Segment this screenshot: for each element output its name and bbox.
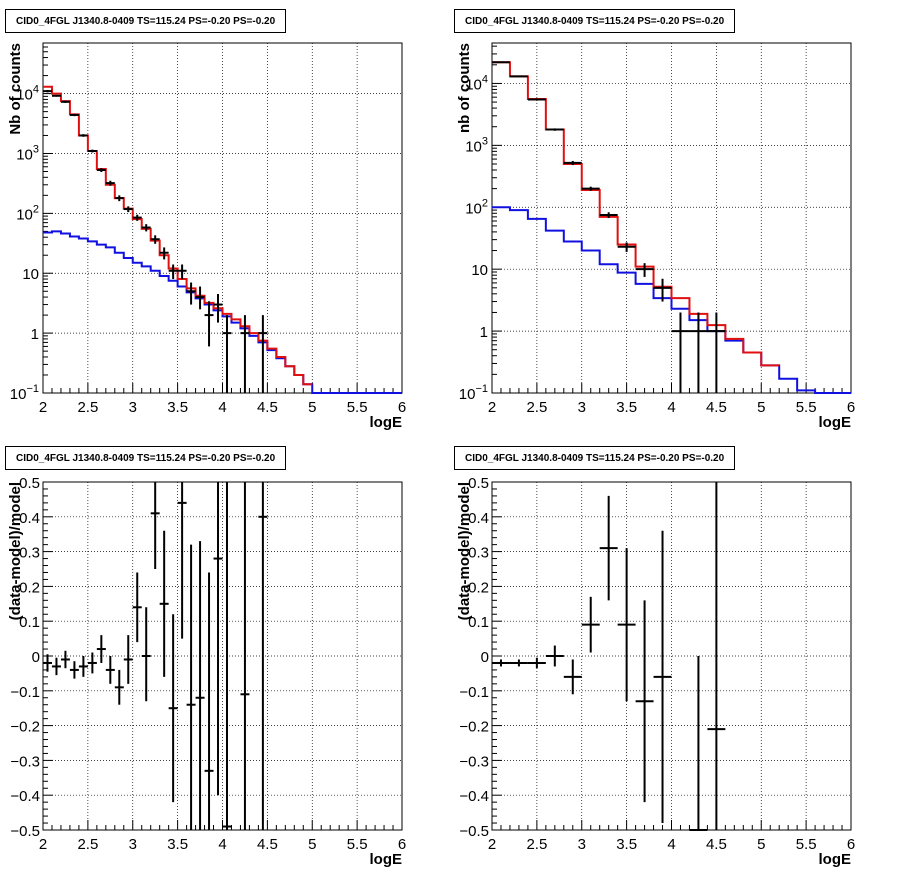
x-tick-label: 4	[667, 399, 675, 416]
y-tick-label: 10	[471, 262, 488, 279]
x-tick-label: 5	[757, 399, 765, 416]
x-tick-label: 5.5	[796, 399, 817, 416]
x-tick-label: 3	[578, 836, 586, 853]
y-tick-label: −0.1	[10, 684, 40, 701]
x-tick-label: 2.5	[526, 399, 547, 416]
y-tick-label: 10−1	[459, 383, 488, 403]
x-tick-label: 5	[308, 836, 316, 853]
x-tick-label: 3	[129, 399, 137, 416]
y-tick-label: −0.2	[10, 719, 40, 736]
x-tick-label: 2	[488, 836, 496, 853]
x-tick-label: 6	[398, 836, 406, 853]
y-tick-label: −0.1	[459, 684, 489, 701]
y-tick-label: 102	[16, 203, 39, 223]
y-tick-label: −0.3	[459, 753, 489, 770]
x-axis-label: logE	[819, 414, 852, 431]
grid	[491, 481, 852, 831]
x-tick-label: 3	[578, 399, 586, 416]
y-tick-label: 102	[465, 197, 488, 217]
x-tick-label: 5	[757, 836, 765, 853]
x-tick-label: 6	[847, 399, 855, 416]
y-tick-label: 0.2	[468, 579, 489, 596]
x-tick-label: 3.5	[167, 836, 188, 853]
series-histogram	[492, 61, 780, 367]
x-tick-label: 4.5	[706, 399, 727, 416]
y-tick-label: 104	[16, 84, 39, 104]
x-tick-label: 2	[39, 836, 47, 853]
y-tick-label: −0.5	[10, 823, 40, 840]
y-tick-label: 0.5	[468, 475, 489, 492]
x-tick-label: 2.5	[77, 399, 98, 416]
y-tick-label: −0.4	[10, 788, 40, 805]
series-histogram	[43, 85, 313, 386]
panel-title: CID0_4FGL J1340.8-0409 TS=115.24 PS=-0.2…	[5, 446, 287, 470]
counts-panel-right: CID0_4FGL J1340.8-0409 TS=115.24 PS=-0.2…	[449, 0, 898, 437]
y-tick-label: −0.5	[459, 823, 489, 840]
panel-title: CID0_4FGL J1340.8-0409 TS=115.24 PS=-0.2…	[454, 9, 736, 33]
x-axis-label: logE	[819, 851, 852, 868]
x-tick-label: 4.5	[706, 836, 727, 853]
y-tick-label: 103	[465, 135, 488, 155]
y-tick-label: 1	[31, 326, 39, 343]
x-tick-label: 4.5	[257, 399, 278, 416]
y-tick-label: −0.4	[459, 788, 489, 805]
panel-title: CID0_4FGL J1340.8-0409 TS=115.24 PS=-0.2…	[5, 9, 287, 33]
x-tick-label: 4.5	[257, 836, 278, 853]
grid	[42, 481, 403, 831]
y-axis-label: (data-model)/model	[7, 482, 24, 620]
x-tick-label: 5.5	[796, 836, 817, 853]
y-tick-label: 104	[465, 73, 488, 93]
y-tick-label: −0.2	[459, 719, 489, 736]
x-tick-label: 2	[39, 399, 47, 416]
x-tick-label: 5.5	[347, 399, 368, 416]
y-tick-label: 0	[32, 649, 40, 666]
y-tick-label: 10	[22, 266, 39, 283]
y-axis-label: Nb of counts	[7, 43, 24, 135]
y-tick-label: 0	[481, 649, 489, 666]
x-tick-label: 4	[218, 836, 226, 853]
x-tick-label: 2.5	[526, 836, 547, 853]
y-tick-label: 0.4	[468, 510, 489, 527]
y-tick-label: −0.3	[10, 753, 40, 770]
x-tick-label: 2	[488, 399, 496, 416]
x-tick-label: 5	[308, 399, 316, 416]
y-axis-label: nb of counts	[456, 43, 473, 133]
grid	[42, 43, 403, 394]
residual-panel-right: CID0_4FGL J1340.8-0409 TS=115.24 PS=-0.2…	[449, 437, 898, 875]
y-tick-label: 103	[16, 143, 39, 163]
panel-title: CID0_4FGL J1340.8-0409 TS=115.24 PS=-0.2…	[454, 446, 736, 470]
y-tick-label: 0.4	[19, 510, 40, 527]
y-tick-label: 0.1	[468, 614, 489, 631]
y-tick-label: 0.2	[19, 579, 40, 596]
x-tick-label: 3.5	[616, 399, 637, 416]
x-tick-label: 3.5	[167, 399, 188, 416]
y-tick-label: 1	[480, 324, 488, 341]
y-tick-label: 0.5	[19, 475, 40, 492]
x-tick-label: 2.5	[77, 836, 98, 853]
counts-panel-left: CID0_4FGL J1340.8-0409 TS=115.24 PS=-0.2…	[0, 0, 449, 437]
x-tick-label: 4	[218, 399, 226, 416]
y-tick-label: 0.1	[19, 614, 40, 631]
x-axis-label: logE	[370, 851, 403, 868]
x-axis-label: logE	[370, 414, 403, 431]
x-tick-label: 5.5	[347, 836, 368, 853]
y-tick-label: 0.3	[468, 545, 489, 562]
y-tick-label: 10−1	[10, 383, 39, 403]
x-tick-label: 6	[847, 836, 855, 853]
y-axis-label: (data-model)/model	[456, 482, 473, 620]
x-tick-label: 3.5	[616, 836, 637, 853]
residual-panel-left: CID0_4FGL J1340.8-0409 TS=115.24 PS=-0.2…	[0, 437, 449, 875]
x-tick-label: 4	[667, 836, 675, 853]
x-tick-label: 6	[398, 399, 406, 416]
x-tick-label: 3	[129, 836, 137, 853]
y-tick-label: 0.3	[19, 545, 40, 562]
